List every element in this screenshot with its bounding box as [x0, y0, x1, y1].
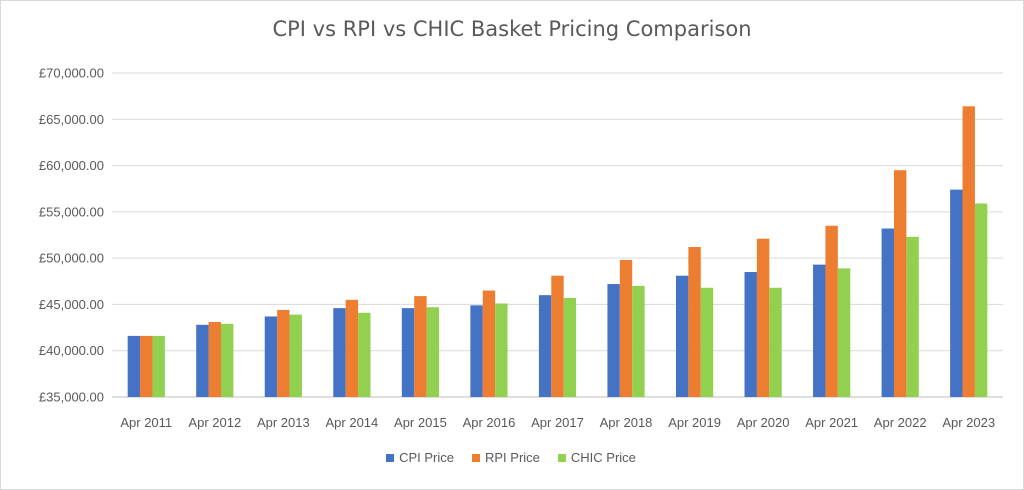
bar-cpi-price — [196, 324, 209, 397]
bar-chic-price — [426, 307, 440, 397]
bar-cpi-price — [127, 335, 141, 397]
bar-cpi-price — [675, 275, 689, 397]
legend-item: RPI Price — [471, 450, 540, 465]
x-tick-label: Apr 2015 — [394, 415, 447, 430]
y-tick-label: £65,000.00 — [39, 112, 104, 127]
bar-chic-price — [906, 236, 919, 397]
x-tick-label: Apr 2017 — [531, 415, 584, 430]
y-tick-label: £55,000.00 — [39, 204, 104, 219]
bar-chic-price — [837, 268, 851, 397]
x-tick-label: Apr 2020 — [737, 415, 790, 430]
x-tick-label: Apr 2021 — [805, 415, 858, 430]
bar-chic-price — [221, 323, 234, 397]
y-tick-label: £50,000.00 — [39, 251, 104, 266]
x-tick-label: Apr 2023 — [942, 415, 995, 430]
bar-cpi-price — [813, 264, 826, 397]
legend-swatch — [471, 453, 480, 462]
bar-cpi-price — [333, 308, 346, 397]
legend-label: RPI Price — [484, 450, 540, 465]
bar-rpi-price — [962, 106, 975, 397]
bar-chic-price — [974, 203, 988, 397]
bar-cpi-price — [881, 228, 894, 397]
chart-legend: CPI Price RPI Price CHIC Price — [0, 450, 1022, 465]
bar-chic-price — [358, 312, 371, 397]
x-tick-label: Apr 2016 — [463, 415, 516, 430]
bar-rpi-price — [756, 238, 770, 397]
bar-cpi-price — [538, 295, 552, 397]
legend-label: CHIC Price — [570, 450, 636, 465]
y-tick-label: £60,000.00 — [39, 158, 104, 173]
bar-rpi-price — [893, 170, 907, 397]
bar-rpi-price — [140, 335, 153, 397]
legend-swatch — [557, 453, 566, 462]
y-tick-label: £35,000.00 — [39, 390, 104, 405]
bar-rpi-price — [688, 247, 701, 397]
chart-title: CPI vs RPI vs CHIC Basket Pricing Compar… — [272, 17, 752, 41]
legend-item: CHIC Price — [557, 450, 636, 465]
x-tick-label: Apr 2018 — [600, 415, 653, 430]
legend-item: CPI Price — [386, 450, 454, 465]
bar-chic-price — [769, 287, 782, 397]
bar-chic-price — [495, 303, 508, 397]
bar-rpi-price — [414, 296, 427, 397]
bar-cpi-price — [607, 284, 620, 397]
bar-cpi-price — [264, 316, 278, 397]
y-tick-label: £70,000.00 — [39, 66, 104, 81]
bar-cpi-price — [401, 308, 415, 397]
x-tick-label: Apr 2012 — [188, 415, 241, 430]
bar-cpi-price — [950, 189, 963, 397]
y-tick-label: £40,000.00 — [39, 343, 104, 358]
legend-label: CPI Price — [399, 450, 454, 465]
bar-chic-price — [632, 285, 645, 397]
bar-rpi-price — [208, 322, 222, 397]
x-tick-label: Apr 2022 — [874, 415, 927, 430]
bar-cpi-price — [470, 305, 483, 397]
bar-chic-price — [152, 335, 165, 397]
bar-rpi-price — [277, 309, 290, 397]
bar-chic-price — [700, 287, 714, 397]
y-tick-label: £45,000.00 — [39, 297, 104, 312]
x-tick-label: Apr 2011 — [120, 415, 172, 430]
bar-cpi-price — [744, 272, 757, 397]
x-tick-label: Apr 2013 — [257, 415, 310, 430]
bar-chic-price — [289, 314, 302, 397]
x-tick-label: Apr 2014 — [326, 415, 379, 430]
bar-rpi-price — [482, 290, 496, 397]
legend-swatch — [386, 453, 395, 462]
bar-rpi-price — [551, 275, 564, 397]
bar-rpi-price — [345, 299, 359, 397]
bar-rpi-price — [825, 225, 838, 397]
bar-chic-price — [563, 297, 577, 397]
bar-rpi-price — [619, 259, 633, 397]
x-tick-label: Apr 2019 — [668, 415, 721, 430]
